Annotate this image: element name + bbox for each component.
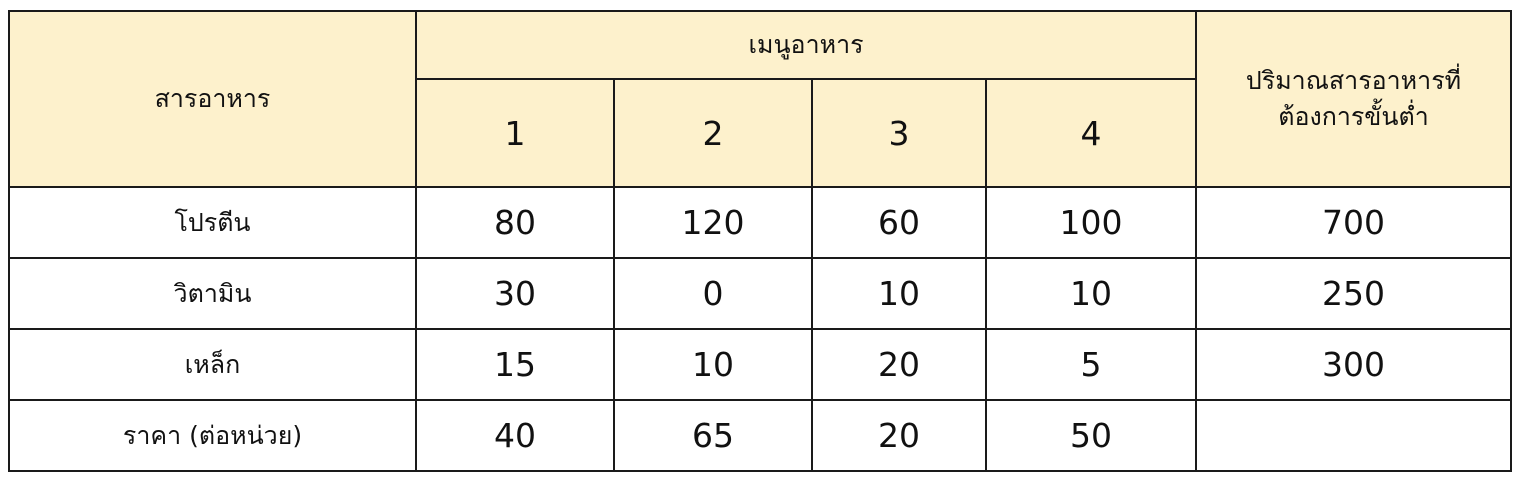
minimum-requirement-header: ปริมาณสารอาหารที่ ต้องการขั้นต่ำ <box>1195 10 1512 188</box>
row-label: วิตามิน <box>8 257 417 330</box>
table-cell: 10 <box>811 257 987 330</box>
table-row-price: ราคา (ต่อหน่วย) 40 65 20 50 <box>8 399 1512 472</box>
header-row-menu-numbers: 1 2 3 4 <box>9 78 1511 188</box>
minimum-cell: 300 <box>1195 328 1512 401</box>
table-cell: 0 <box>613 257 813 330</box>
row-label: โปรตีน <box>8 186 417 259</box>
table-cell: 20 <box>811 399 987 472</box>
table-cell: 100 <box>985 186 1197 259</box>
nutrient-header: สารอาหาร <box>8 10 417 188</box>
table-cell: 60 <box>811 186 987 259</box>
table-cell: 15 <box>415 328 615 401</box>
nutrition-menu-table: สารอาหาร เมนูอาหาร ปริมาณสารอาหารที่ ต้อ… <box>8 10 1512 472</box>
table-cell: 65 <box>613 399 813 472</box>
table-cell: 10 <box>613 328 813 401</box>
table-cell: 50 <box>985 399 1197 472</box>
minimum-header-line1: ปริมาณสารอาหารที่ <box>1245 65 1462 95</box>
table-cell: 120 <box>613 186 813 259</box>
menu-number-1: 1 <box>415 78 615 188</box>
menu-group-header: เมนูอาหาร <box>415 10 1197 80</box>
minimum-cell: 700 <box>1195 186 1512 259</box>
row-label: ราคา (ต่อหน่วย) <box>8 399 417 472</box>
table-cell: 5 <box>985 328 1197 401</box>
menu-number-4: 4 <box>985 78 1197 188</box>
table-row-vitamin: วิตามิน 30 0 10 10 250 <box>8 257 1512 330</box>
row-label: เหล็ก <box>8 328 417 401</box>
minimum-header-line2: ต้องการขั้นต่ำ <box>1278 102 1429 131</box>
table-cell: 80 <box>415 186 615 259</box>
table-cell: 30 <box>415 257 615 330</box>
menu-number-3: 3 <box>811 78 987 188</box>
table-cell: 40 <box>415 399 615 472</box>
minimum-cell: 250 <box>1195 257 1512 330</box>
table-row-iron: เหล็ก 15 10 20 5 300 <box>8 328 1512 401</box>
table-cell: 10 <box>985 257 1197 330</box>
header-row-top: สารอาหาร เมนูอาหาร ปริมาณสารอาหารที่ ต้อ… <box>8 10 1512 188</box>
table-row-protein: โปรตีน 80 120 60 100 700 <box>8 186 1512 259</box>
menu-number-2: 2 <box>613 78 813 188</box>
minimum-cell <box>1195 399 1512 472</box>
table-cell: 20 <box>811 328 987 401</box>
